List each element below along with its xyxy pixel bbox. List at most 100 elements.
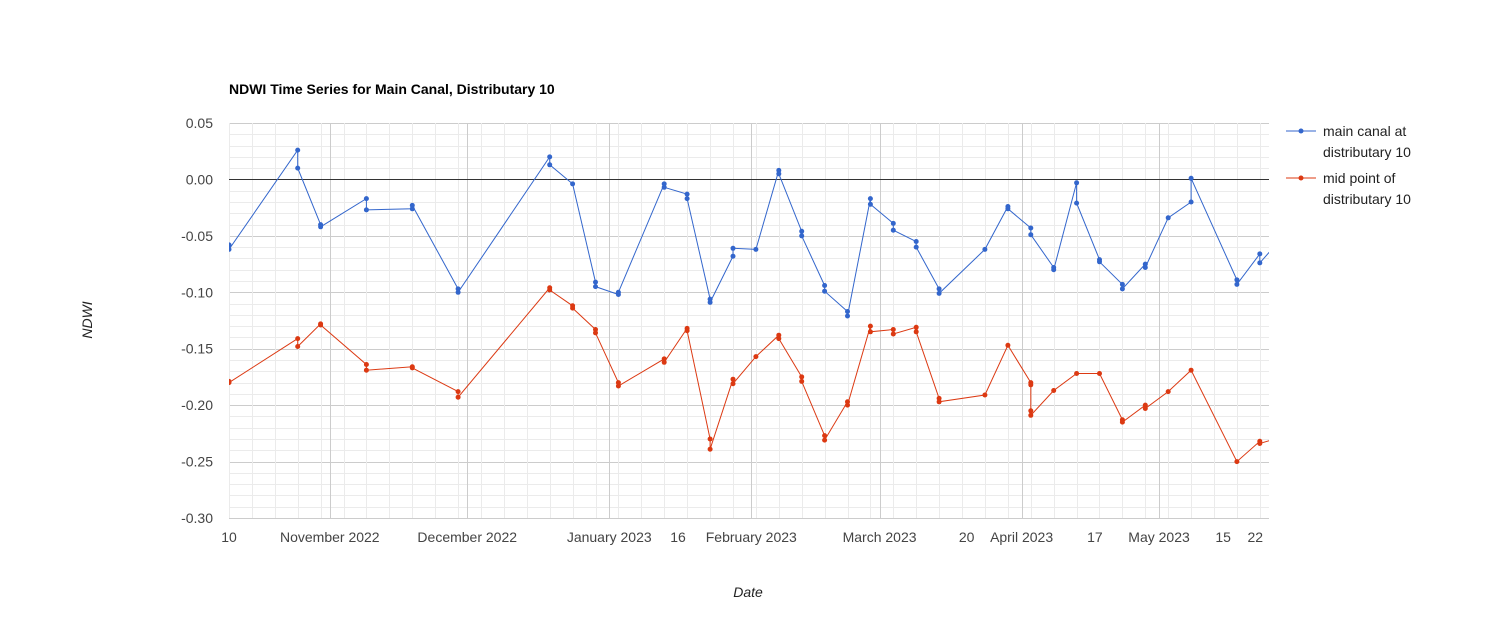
legend-item-2[interactable]: mid point of distributary 10 — [1286, 170, 1411, 207]
data-point[interactable] — [730, 253, 736, 259]
data-point[interactable] — [1188, 367, 1194, 373]
data-point[interactable] — [1280, 235, 1285, 240]
data-point[interactable] — [363, 196, 369, 202]
data-point[interactable] — [409, 365, 415, 371]
data-point[interactable] — [1074, 200, 1080, 206]
data-point[interactable] — [867, 329, 873, 335]
data-point[interactable] — [1005, 206, 1011, 212]
data-point[interactable] — [661, 184, 667, 190]
data-point[interactable] — [1234, 281, 1240, 287]
data-point[interactable] — [227, 242, 232, 248]
data-point[interactable] — [890, 327, 896, 332]
data-point[interactable] — [455, 389, 461, 395]
data-point[interactable] — [730, 376, 736, 382]
data-point[interactable] — [707, 299, 713, 305]
data-point[interactable] — [845, 309, 850, 314]
data-point[interactable] — [707, 436, 713, 442]
data-point[interactable] — [1028, 232, 1034, 238]
data-point[interactable] — [1165, 389, 1171, 395]
data-point[interactable] — [1051, 388, 1057, 393]
data-point[interactable] — [799, 378, 805, 384]
data-point[interactable] — [363, 367, 369, 373]
data-point[interactable] — [1097, 259, 1102, 265]
data-point[interactable] — [1234, 459, 1240, 465]
data-point[interactable] — [1028, 382, 1034, 388]
data-point[interactable] — [1074, 371, 1080, 376]
data-point[interactable] — [615, 383, 621, 389]
data-point[interactable] — [363, 207, 369, 213]
data-point[interactable] — [1165, 215, 1171, 221]
data-point[interactable] — [363, 362, 369, 367]
data-point[interactable] — [890, 331, 896, 337]
data-point[interactable] — [1119, 286, 1125, 292]
data-point[interactable] — [295, 336, 301, 342]
data-point[interactable] — [1257, 260, 1263, 266]
data-point[interactable] — [799, 228, 805, 234]
data-point[interactable] — [913, 239, 919, 244]
data-point[interactable] — [455, 289, 461, 295]
data-point[interactable] — [615, 289, 621, 295]
data-point[interactable] — [409, 202, 415, 208]
data-point[interactable] — [799, 374, 805, 380]
data-point[interactable] — [1051, 267, 1057, 273]
data-point[interactable] — [318, 224, 324, 230]
data-point[interactable] — [867, 196, 873, 202]
data-point[interactable] — [707, 446, 713, 452]
data-point[interactable] — [822, 437, 828, 443]
data-point[interactable] — [1257, 441, 1263, 446]
data-point[interactable] — [547, 154, 553, 160]
data-point[interactable] — [1142, 265, 1148, 270]
data-point[interactable] — [730, 381, 736, 387]
data-point[interactable] — [936, 286, 942, 292]
data-point[interactable] — [982, 246, 988, 252]
series-2[interactable] — [227, 285, 1286, 465]
data-point[interactable] — [295, 165, 301, 171]
data-point[interactable] — [593, 284, 598, 290]
data-point[interactable] — [799, 233, 805, 239]
data-point[interactable] — [730, 245, 736, 251]
data-point[interactable] — [1280, 434, 1285, 439]
data-point[interactable] — [684, 328, 690, 334]
data-point[interactable] — [1188, 175, 1194, 181]
data-point[interactable] — [593, 279, 598, 285]
data-point[interactable] — [845, 402, 850, 408]
data-point[interactable] — [1028, 412, 1034, 418]
data-point[interactable] — [890, 220, 896, 226]
data-point[interactable] — [845, 313, 850, 319]
data-point[interactable] — [822, 288, 828, 294]
data-point[interactable] — [1142, 406, 1148, 411]
data-point[interactable] — [1119, 281, 1125, 287]
data-point[interactable] — [1188, 199, 1194, 205]
data-point[interactable] — [684, 196, 690, 202]
data-point[interactable] — [318, 322, 324, 328]
data-point[interactable] — [776, 336, 782, 342]
data-point[interactable] — [1005, 342, 1011, 348]
data-point[interactable] — [684, 191, 690, 197]
data-point[interactable] — [753, 354, 759, 360]
data-point[interactable] — [822, 283, 828, 288]
data-point[interactable] — [1028, 225, 1034, 231]
series-group[interactable] — [227, 147, 1286, 465]
data-point[interactable] — [295, 147, 301, 153]
data-point[interactable] — [936, 290, 942, 296]
data-point[interactable] — [776, 171, 782, 177]
data-point[interactable] — [547, 162, 553, 168]
data-point[interactable] — [913, 244, 919, 250]
data-point[interactable] — [1234, 277, 1240, 283]
legend-item-1[interactable]: main canal at distributary 10 — [1286, 123, 1411, 160]
data-point[interactable] — [822, 433, 828, 439]
data-point[interactable] — [982, 392, 988, 398]
data-point[interactable] — [890, 227, 896, 233]
data-point[interactable] — [455, 394, 461, 400]
data-point[interactable] — [753, 246, 759, 252]
data-point[interactable] — [867, 201, 873, 207]
data-point[interactable] — [913, 329, 919, 335]
data-point[interactable] — [1257, 251, 1263, 257]
data-point[interactable] — [295, 344, 301, 349]
data-point[interactable] — [867, 323, 873, 329]
data-point[interactable] — [227, 380, 232, 386]
data-point[interactable] — [936, 399, 942, 405]
series-1[interactable] — [227, 147, 1286, 319]
data-point[interactable] — [593, 330, 598, 336]
